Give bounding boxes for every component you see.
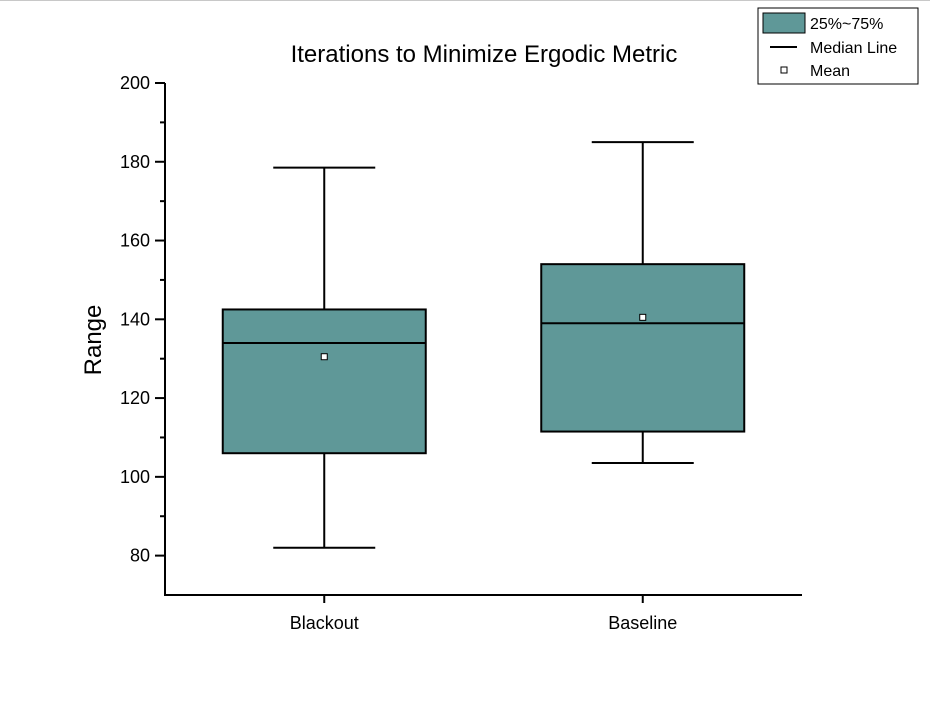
legend-label-mean: Mean (810, 63, 850, 80)
iqr-box (221, 308, 427, 455)
y-tick-label: 140 (120, 309, 150, 329)
iqr-box (540, 263, 746, 433)
box-series (221, 141, 746, 549)
y-tick-label: 160 (120, 231, 150, 251)
mean-marker (320, 353, 328, 361)
legend-label-iqr: 25%~75% (810, 16, 883, 33)
y-tick-label: 120 (120, 388, 150, 408)
y-tick-label: 200 (120, 73, 150, 93)
axes: 80 100 120 140 160 180 200 Blackout Baseline (120, 73, 802, 633)
y-tick-label: 180 (120, 152, 150, 172)
chart-title: Iterations to Minimize Ergodic Metric (291, 41, 678, 68)
mean-marker (639, 313, 647, 321)
legend-label-median: Median Line (810, 40, 897, 57)
x-tick-label: Baseline (608, 613, 677, 633)
y-tick-label: 100 (120, 467, 150, 487)
x-tick-label: Blackout (290, 613, 359, 633)
y-tick-label: 80 (130, 546, 150, 566)
frame-top-line (0, 0, 930, 1)
y-axis-label: Range (80, 305, 107, 376)
box-blackout (221, 166, 427, 549)
legend-swatch-mean (780, 66, 788, 74)
legend: 25%~75% Median Line Mean (757, 7, 919, 85)
legend-swatch-iqr (762, 12, 806, 34)
box-baseline (540, 141, 746, 465)
